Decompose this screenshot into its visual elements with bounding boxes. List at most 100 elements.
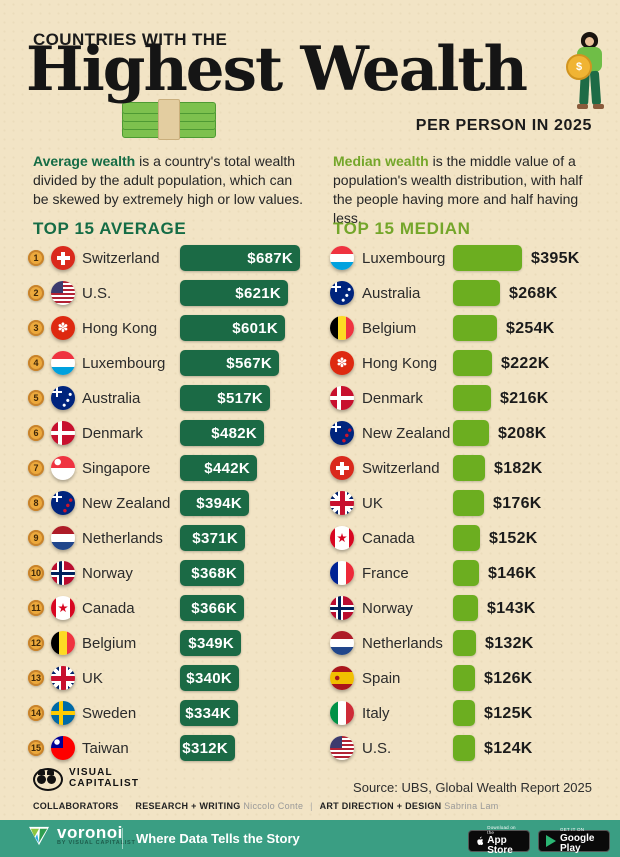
table-row: 1 Switzerland $687K xyxy=(0,241,310,276)
denmark-flag-icon xyxy=(330,386,354,410)
median-bar xyxy=(453,595,478,621)
median-wealth-chart: Luxembourg $395K Australia $268K Belgium $254… xyxy=(310,241,620,769)
average-wealth-chart: 1 Switzerland $687K 2 U.S. $621K 3 Hong Kong $60… xyxy=(0,241,310,769)
uk-flag-icon xyxy=(330,491,354,515)
collaborators-line: COLLABORATORS RESEARCH + WRITING Niccolo… xyxy=(33,801,499,811)
collaborators-label: COLLABORATORS xyxy=(33,801,119,811)
country-label: Netherlands xyxy=(362,635,443,652)
app-store-badge[interactable]: Download on the App Store xyxy=(468,825,530,856)
rank-badge: 15 xyxy=(28,740,44,756)
country-label: Luxembourg xyxy=(82,355,166,372)
value-label: $517K xyxy=(217,389,263,407)
belgium-flag-icon xyxy=(51,631,75,655)
value-label: $687K xyxy=(247,249,293,267)
play-triangle-icon xyxy=(546,835,556,847)
country-label: Australia xyxy=(362,285,421,302)
value-label: $216K xyxy=(500,390,549,407)
value-label: $152K xyxy=(489,530,538,547)
art-direction-name: Sabrina Lam xyxy=(444,801,499,811)
value-label: $176K xyxy=(493,495,542,512)
value-label: $132K xyxy=(485,635,534,652)
rank-badge: 14 xyxy=(28,705,44,721)
uk-flag-icon xyxy=(51,666,75,690)
taiwan-flag-icon xyxy=(51,736,75,760)
visual-capitalist-wordmark: VISUAL CAPITALIST xyxy=(69,767,140,789)
country-label: Taiwan xyxy=(82,740,129,757)
value-label: $482K xyxy=(211,424,257,442)
country-label: U.S. xyxy=(82,285,112,302)
research-writing-label: RESEARCH + WRITING xyxy=(135,801,241,811)
rank-badge: 4 xyxy=(28,355,44,371)
page-title: Highest Wealth xyxy=(26,34,528,105)
median-wealth-rest: is the middle value of a population's we… xyxy=(333,153,583,226)
rank-badge: 12 xyxy=(28,635,44,651)
google-play-badge[interactable]: GET IT ON Google Play xyxy=(538,828,610,853)
average-bar: $334K xyxy=(180,700,238,726)
median-bar xyxy=(453,665,475,691)
money-stack-icon xyxy=(122,99,216,140)
art-direction-label: ART DIRECTION + DESIGN xyxy=(319,801,442,811)
country-label: Canada xyxy=(82,600,135,617)
country-label: New Zealand xyxy=(82,495,171,512)
value-label: $208K xyxy=(498,425,547,442)
median-bar xyxy=(453,420,489,446)
canada-flag-icon xyxy=(330,526,354,550)
value-label: $124K xyxy=(484,740,533,757)
table-row: Netherlands $132K xyxy=(310,626,620,661)
table-row: 7 Singapore $442K xyxy=(0,451,310,486)
average-bar: $366K xyxy=(180,595,244,621)
voronoi-tagline: Where Data Tells the Story xyxy=(136,831,300,846)
visual-capitalist-logo: VISUAL CAPITALIST xyxy=(33,763,139,793)
median-bar xyxy=(453,735,475,761)
table-row: Australia $268K xyxy=(310,276,620,311)
country-label: Australia xyxy=(82,390,141,407)
country-label: Belgium xyxy=(82,635,137,652)
country-label: Italy xyxy=(362,705,390,722)
value-label: $312K xyxy=(182,739,228,757)
voronoi-byline: BY VISUAL CAPITALIST xyxy=(57,840,136,846)
research-writing-name: Niccolo Conte xyxy=(243,801,304,811)
country-label: Spain xyxy=(362,670,401,687)
table-row: 4 Luxembourg $567K xyxy=(0,346,310,381)
table-row: 9 Netherlands $371K xyxy=(0,521,310,556)
average-bar: $482K xyxy=(180,420,264,446)
table-row: 3 Hong Kong $601K xyxy=(0,311,310,346)
value-label: $371K xyxy=(192,529,238,547)
value-label: $182K xyxy=(494,460,543,477)
median-bar xyxy=(453,455,485,481)
country-label: Belgium xyxy=(362,320,417,337)
table-row: New Zealand $208K xyxy=(310,416,620,451)
average-bar: $687K xyxy=(180,245,300,271)
hongkong-flag-icon xyxy=(51,316,75,340)
average-wealth-lead: Average wealth xyxy=(33,153,136,169)
rank-badge: 11 xyxy=(28,600,44,616)
norway-flag-icon xyxy=(51,561,75,585)
table-row: U.S. $124K xyxy=(310,731,620,766)
median-bar xyxy=(453,490,484,516)
value-label: $340K xyxy=(186,669,232,687)
page-subtitle: PER PERSON IN 2025 xyxy=(415,117,592,134)
country-label: Denmark xyxy=(82,425,143,442)
apple-icon xyxy=(477,836,484,845)
spain-flag-icon xyxy=(330,666,354,690)
table-row: 10 Norway $368K xyxy=(0,556,310,591)
switzerland-flag-icon xyxy=(51,246,75,270)
denmark-flag-icon xyxy=(51,421,75,445)
table-row: 5 Australia $517K xyxy=(0,381,310,416)
value-label: $254K xyxy=(506,320,555,337)
voronoi-wordmark: voronoi xyxy=(57,823,123,842)
us-flag-icon xyxy=(330,736,354,760)
average-bar: $371K xyxy=(180,525,245,551)
rank-badge: 2 xyxy=(28,285,44,301)
kicker-text: COUNTRIES WITH THE xyxy=(33,30,228,49)
table-row: Canada $152K xyxy=(310,521,620,556)
country-label: Canada xyxy=(362,530,415,547)
binoculars-icon xyxy=(33,766,63,791)
us-flag-icon xyxy=(51,281,75,305)
median-bar xyxy=(453,245,522,271)
value-label: $125K xyxy=(484,705,533,722)
value-label: $621K xyxy=(235,284,281,302)
rank-badge: 9 xyxy=(28,530,44,546)
newzealand-flag-icon xyxy=(51,491,75,515)
